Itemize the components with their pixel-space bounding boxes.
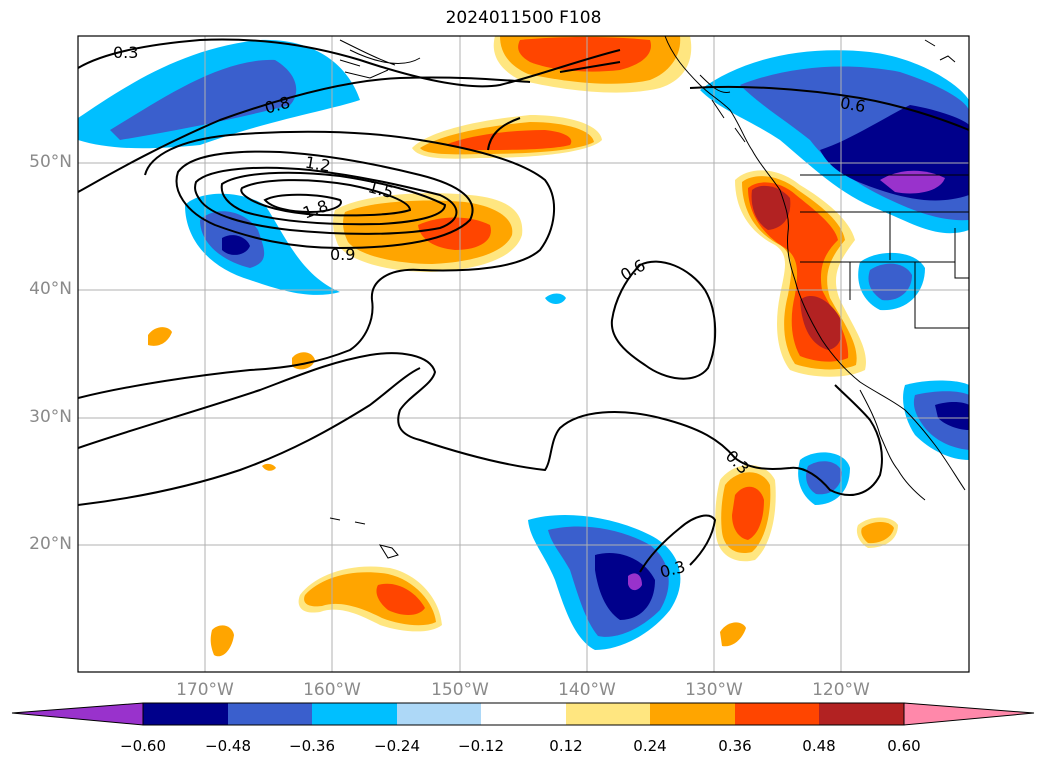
mid-west-blue-small-core	[868, 263, 912, 301]
colorbar-tick: −0.48	[205, 737, 251, 755]
ne-purple-core	[880, 170, 945, 194]
colorbar-tick: −0.60	[120, 737, 166, 755]
lon-label-120w: 120°W	[812, 680, 870, 700]
map-title: 2024011500 F108	[445, 8, 602, 28]
lat-label-30n: 30°N	[29, 407, 72, 427]
lon-label-130w: 130°W	[685, 680, 743, 700]
colorbar-bin	[650, 703, 735, 725]
colorbar-bin	[143, 703, 228, 725]
colorbar-bin	[397, 703, 481, 725]
se-blue-region-deep	[935, 401, 969, 430]
west-blue-blob-deep	[222, 235, 250, 255]
map-plot: 0.3 0.6 0.9 1.2 1.5 1.8 0.8 0.6 0.3 0.3	[77, 35, 970, 673]
lon-label-160w: 160°W	[303, 680, 361, 700]
small-warm-baja-core	[861, 522, 894, 544]
small-warm-south1	[210, 625, 234, 657]
small-blue-blob-mexico-core	[806, 461, 842, 495]
colorbar-tick: −0.36	[289, 737, 335, 755]
nw-blue-band-core	[110, 59, 297, 140]
colorbar-frame	[142, 702, 905, 726]
colorbar-extend-low	[11, 702, 144, 726]
tiny-blue-center	[545, 293, 566, 304]
contour-lines	[78, 38, 969, 573]
west-coast-warm-deep-north	[751, 185, 791, 230]
lon-label-170w: 170°W	[176, 680, 234, 700]
colorbar-tick: 0.12	[549, 737, 583, 755]
contour-label: 1.2	[304, 153, 332, 176]
colorbar-tick: −0.12	[458, 737, 504, 755]
west-coast-warm-deep-south	[800, 296, 842, 350]
colorbar-tick: 0.60	[887, 737, 921, 755]
negative-anomaly-areas	[78, 39, 969, 650]
lon-label-140w: 140°W	[558, 680, 616, 700]
gridlines	[78, 36, 969, 672]
colorbar-tick: 0.24	[633, 737, 667, 755]
mid-warm-blob-core	[732, 486, 764, 540]
coastlines	[329, 36, 969, 559]
contour-label: 0.9	[330, 245, 355, 264]
colorbar	[11, 702, 1035, 726]
center-warm-band-core	[445, 130, 572, 150]
colorbar-bin	[228, 703, 312, 725]
colorbar-bin	[312, 703, 397, 725]
colorbar-bin	[735, 703, 819, 725]
colorbar-extend-high	[903, 702, 1035, 726]
small-warm-sw	[148, 327, 172, 346]
positive-anomaly-areas	[148, 36, 898, 657]
contour-label: 0.6	[839, 93, 867, 116]
low-center-warm-core	[418, 217, 491, 250]
colorbar-tick: 0.48	[802, 737, 836, 755]
contour-label: 0.3	[113, 43, 138, 62]
south-blue-region-deep	[595, 552, 655, 620]
colorbar-bin	[566, 703, 650, 725]
lat-label-40n: 40°N	[29, 279, 72, 299]
colorbar-tick: 0.36	[718, 737, 752, 755]
small-warm-tiny	[262, 463, 276, 471]
lon-label-150w: 150°W	[431, 680, 489, 700]
lat-label-20n: 20°N	[29, 534, 72, 554]
map-frame	[77, 35, 970, 673]
small-warm-south2	[720, 622, 746, 647]
hawaii-warm-core	[376, 583, 425, 615]
colorbar-bin	[481, 703, 566, 725]
lat-label-50n: 50°N	[29, 152, 72, 172]
south-purple-core	[628, 573, 642, 591]
colorbar-tick: −0.24	[374, 737, 420, 755]
colorbar-bin	[819, 703, 904, 725]
